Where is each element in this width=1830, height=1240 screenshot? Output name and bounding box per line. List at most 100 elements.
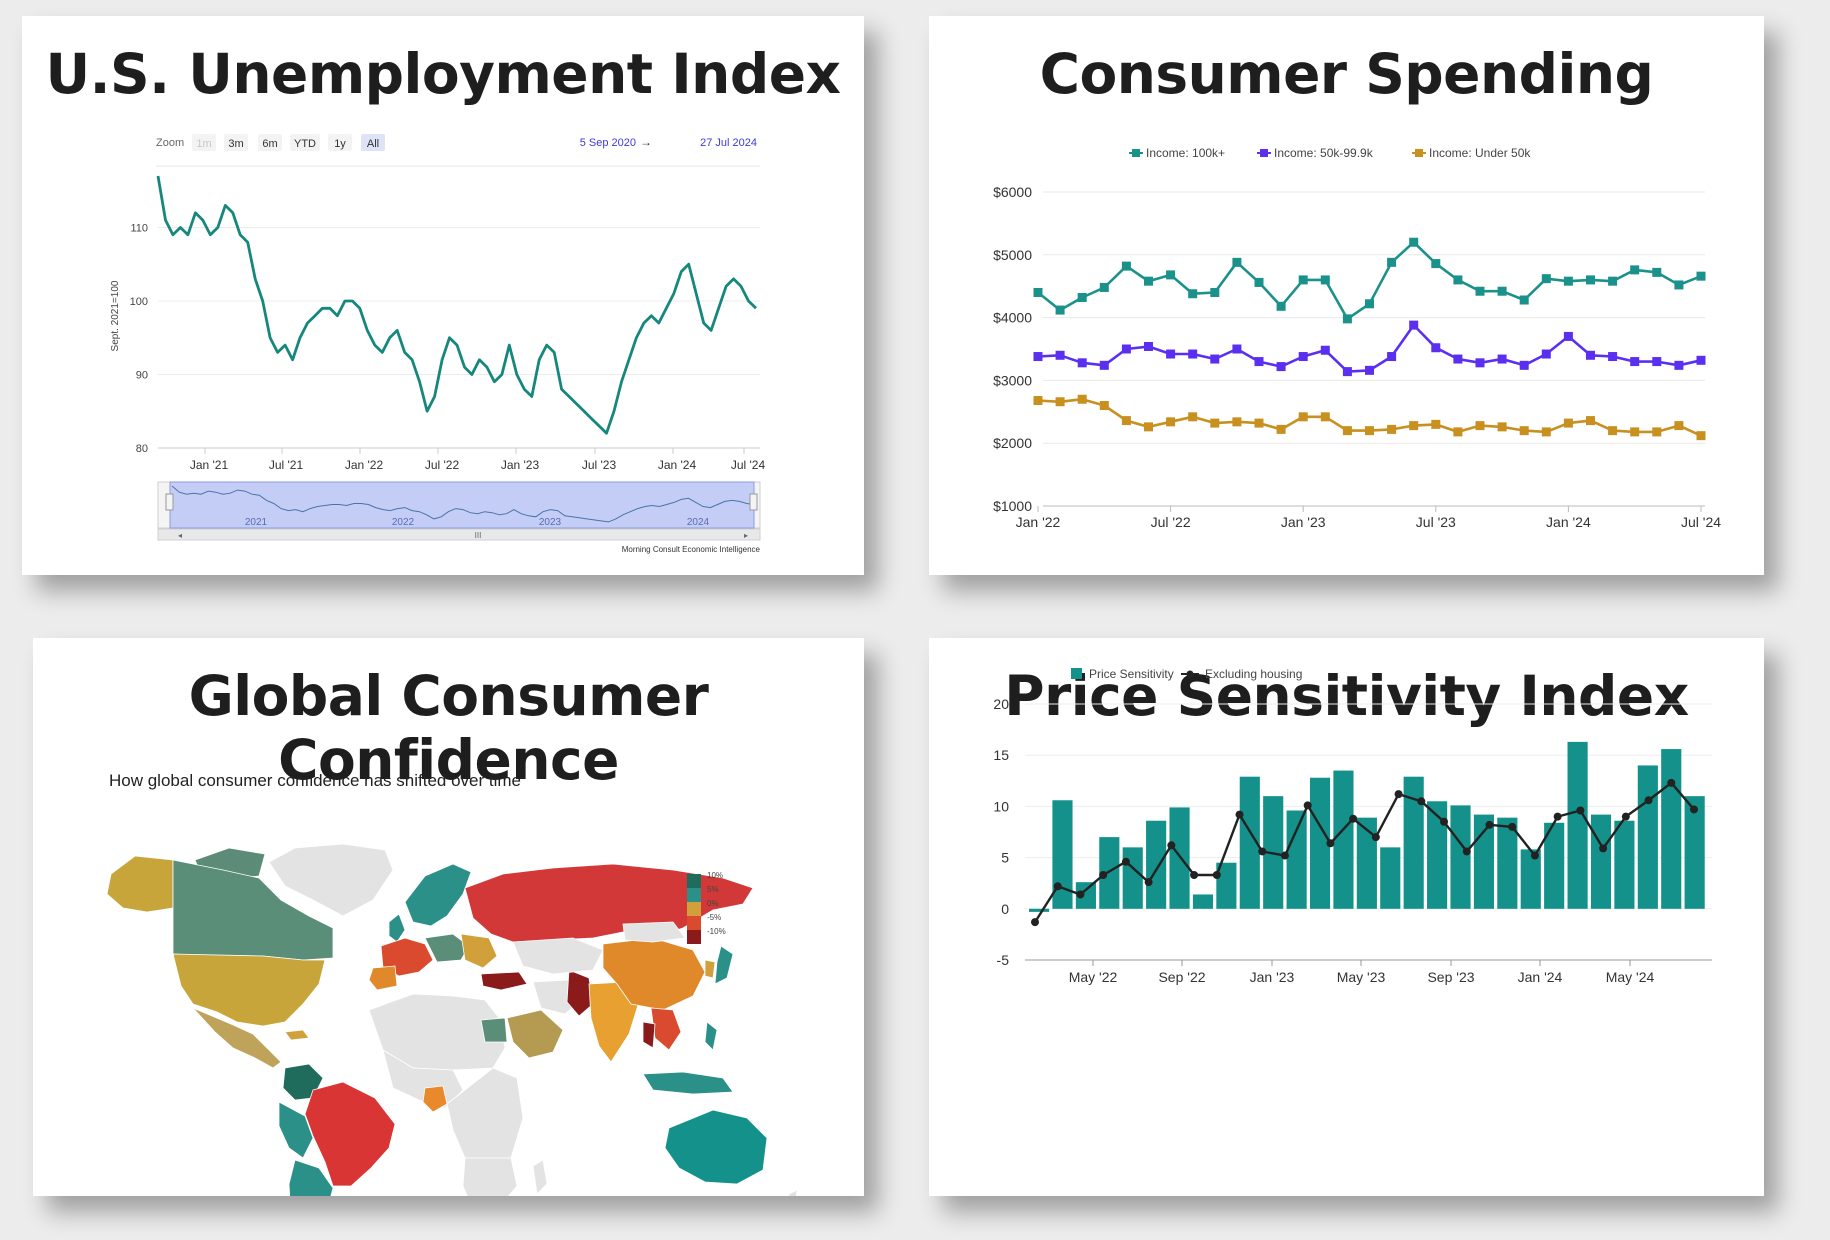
zoom-button-all[interactable] <box>361 134 385 151</box>
zoom-button-3m[interactable] <box>224 134 248 151</box>
country-egypt <box>480 1017 508 1043</box>
spending-point <box>1033 287 1043 297</box>
price-bar <box>1684 796 1705 909</box>
navigator-scrollbar[interactable] <box>157 528 761 541</box>
excluding-housing-point <box>1690 805 1698 814</box>
spending-point <box>1696 271 1706 281</box>
spending-point <box>1475 421 1485 431</box>
spending-point <box>1099 401 1109 411</box>
country-pakistan <box>566 969 594 1017</box>
spending-point <box>1563 276 1573 286</box>
excluding-housing-point <box>1599 844 1608 853</box>
spending-point <box>1144 341 1153 351</box>
spending-point <box>1365 365 1374 375</box>
price-bar <box>1122 847 1143 909</box>
spending-point <box>1541 274 1551 284</box>
spending-point <box>1387 257 1397 267</box>
excluding-housing-point <box>1326 839 1335 848</box>
legend-swatch <box>687 902 701 916</box>
spending-point <box>1188 412 1198 422</box>
zoom-button-label: 1m <box>196 138 211 150</box>
excluding-housing-point <box>1508 822 1517 831</box>
legend-swatch <box>687 916 701 930</box>
legend-label: Income: Under 50k <box>1429 146 1531 160</box>
price-bar <box>1333 770 1354 909</box>
spending-point <box>1519 426 1529 436</box>
spending-point <box>1431 259 1441 269</box>
spending-point <box>1563 418 1573 428</box>
x-tick-label: Jul '23 <box>1416 514 1456 530</box>
y-tick-label: 0 <box>1001 901 1009 917</box>
spending-point <box>1563 331 1573 341</box>
confidence-subtitle: How global consumer confidence has shift… <box>109 771 521 790</box>
excluding-housing-point <box>1280 851 1289 860</box>
x-tick-label: Jan '24 <box>1518 969 1563 985</box>
x-tick-label: Jan '23 <box>1281 514 1326 530</box>
country-australia <box>664 1109 768 1185</box>
excluding-housing-point <box>1258 847 1267 856</box>
price-bar <box>1239 776 1260 909</box>
y-tick-label: 10 <box>993 798 1009 814</box>
price-bar <box>1216 862 1237 909</box>
spending-point <box>1608 352 1618 362</box>
price-bar <box>1192 894 1214 909</box>
navigator-left-handle[interactable] <box>165 493 174 511</box>
country-chile-argentina <box>288 1159 334 1196</box>
navigator-year-label: 2024 <box>687 517 710 528</box>
spending-point <box>1475 358 1485 368</box>
price-bar <box>1146 820 1167 909</box>
spending-point <box>1232 257 1242 267</box>
country-southeast-asia <box>650 1007 682 1051</box>
zoom-button-1y[interactable] <box>328 134 352 151</box>
navigator-selection <box>169 481 755 529</box>
spending-chart: Income: 100k+ Income: 50k-99.9k Income: Un… <box>993 146 1721 530</box>
excluding-housing-point <box>1099 871 1108 880</box>
spending-point <box>1696 355 1706 365</box>
spending-point <box>1652 357 1662 367</box>
spending-point <box>1342 367 1352 377</box>
spending-point <box>1254 418 1264 428</box>
price-card: Price Sensitivity Index Price Sensitivit… <box>929 638 1764 1196</box>
x-tick-label: Jan '21 <box>190 458 229 472</box>
zoom-button-1m[interactable] <box>192 134 216 151</box>
price-bar <box>1473 814 1494 909</box>
navigator-year-label: 2022 <box>392 517 415 528</box>
zoom-button-ytd[interactable] <box>290 134 320 151</box>
y-tick-label: 20 <box>993 696 1009 712</box>
y-tick-label: $6000 <box>993 184 1032 200</box>
spending-point <box>1033 395 1043 405</box>
price-bar <box>1099 837 1120 909</box>
date-from: 5 Sep 2020 <box>580 137 636 149</box>
spending-point <box>1541 427 1551 437</box>
price-bar <box>1590 814 1612 909</box>
x-tick-label: Jul '21 <box>269 458 304 472</box>
legend-label: Income: 100k+ <box>1146 146 1225 160</box>
spending-point <box>1320 412 1330 422</box>
country-madagascar <box>532 1159 548 1195</box>
y-tick-label: $1000 <box>993 498 1032 514</box>
legend-label: 5% <box>707 885 719 894</box>
date-to: 27 Jul 2024 <box>700 137 757 149</box>
spending-point <box>1409 237 1419 247</box>
country-southern-africa <box>462 1157 518 1196</box>
excluding-housing-point <box>1303 801 1312 810</box>
spending-point <box>1475 286 1485 296</box>
unemployment-series-line <box>156 175 757 435</box>
spending-point <box>1077 358 1087 368</box>
credit-text: Morning Consult Economic Intelligence <box>622 545 761 554</box>
spending-point <box>1077 293 1087 303</box>
excluding-housing-point <box>1530 851 1539 860</box>
excluding-housing-point <box>1349 814 1358 823</box>
price-bar <box>1356 817 1377 909</box>
spending-point <box>1586 350 1595 360</box>
spending-point <box>1674 280 1684 290</box>
legend-swatch <box>687 930 701 944</box>
spending-point <box>1077 394 1087 404</box>
navigator-right-handle[interactable] <box>749 493 758 511</box>
excluding-housing-point <box>1440 817 1449 826</box>
confidence-title: Global Consumer Confidence <box>188 664 709 792</box>
zoom-button-6m[interactable] <box>258 134 282 151</box>
excluding-housing-point <box>1576 806 1585 815</box>
y-tick-label: 15 <box>993 747 1009 763</box>
spending-point <box>1166 349 1176 359</box>
